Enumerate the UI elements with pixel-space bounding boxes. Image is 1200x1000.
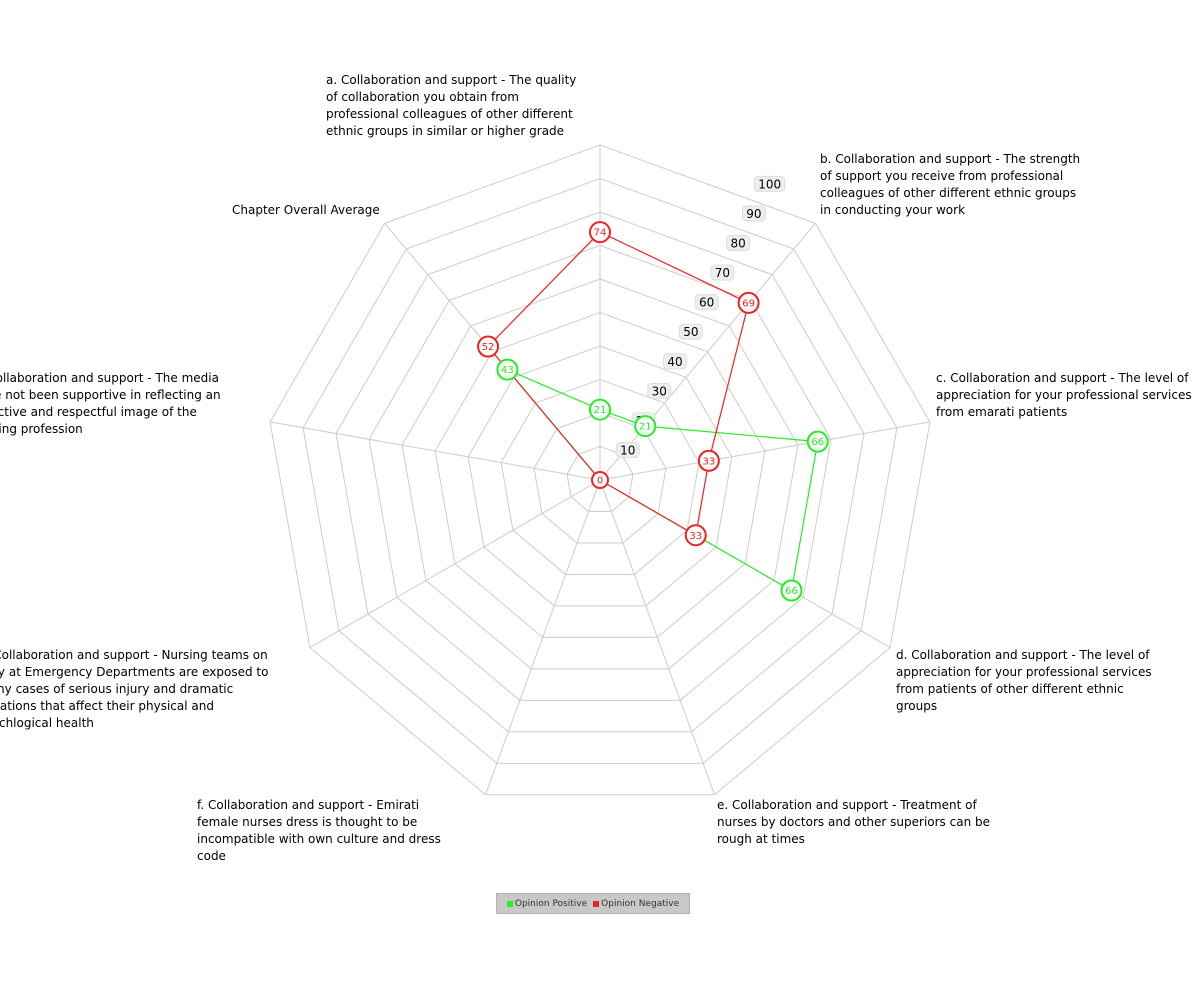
series-lines [487,231,819,592]
data-label-opinion-positive: 66 [785,586,798,597]
tick-label-bg [678,323,703,340]
data-label-center: 0 [597,476,603,487]
legend-item-positive: Opinion Positive [506,898,588,909]
tick-label-bg [663,353,688,370]
data-point-center [591,471,609,489]
axis-label: b. Collaboration and support - The stren… [820,152,1080,217]
tick-label: 50 [683,325,698,339]
grid-spoke [309,479,601,648]
axis-label: h. Collaboration and support - The media… [0,371,221,436]
legend-swatch-positive [506,900,513,907]
tick-label: 60 [699,296,714,310]
axis-label: g. Collaboration and support - Nursing t… [0,648,268,730]
series-segment-opinion-positive [790,441,819,591]
tick-label-bg [694,294,719,311]
data-point-opinion-positive [806,430,829,453]
series-segment-opinion-negative [599,479,697,536]
data-label-opinion-positive: 43 [501,365,514,376]
tick-label-bg [647,382,672,399]
data-label-opinion-positive: 66 [811,437,824,448]
legend-label-positive: Opinion Positive [514,898,588,909]
tick-label: 40 [667,355,682,369]
grid-spoke [599,421,930,481]
grid-ring [434,311,766,638]
tick-label-group: 102030405060708090100 [615,175,786,458]
data-point-opinion-positive [780,579,803,602]
legend: Opinion Positive Opinion Negative [496,893,690,914]
series-points: 21 21 66 66 43 74 69 33 33 52 0 [477,221,829,602]
grid-ring [566,445,634,512]
axis-label: f. Collaboration and support - Emirati fe… [197,798,441,863]
tick-label: 90 [746,207,761,221]
series-segment-opinion-positive [645,425,818,443]
axis-label: Chapter Overall Average [232,203,380,217]
series-segment-opinion-negative [599,231,749,304]
tick-label-bg [741,205,766,222]
legend-label-negative: Opinion Negative [601,898,680,909]
data-point-opinion-negative [589,221,611,244]
data-label-opinion-positive: 21 [639,422,652,433]
data-point-opinion-positive [634,415,657,438]
grid-ring [335,211,865,733]
grid-ring [467,345,733,607]
axis-label: a. Collaboration and support - The quali… [326,73,576,138]
axis-label: e. Collaboration and support - Treatment… [717,798,990,846]
grid-ring [500,378,700,575]
tick-label: 100 [758,177,781,191]
data-label-opinion-negative: 69 [742,298,755,309]
data-point-opinion-negative [697,449,720,472]
legend-swatch-negative [593,900,600,907]
grid-ring [401,278,799,670]
grid-ring [269,144,931,796]
axis-label: d. Collaboration and support - The level… [896,648,1152,713]
grid-spoke [599,479,716,795]
data-point-opinion-positive [496,358,519,381]
tick-label: 10 [620,443,635,457]
data-point-opinion-positive [589,398,611,421]
tick-label: 80 [730,237,745,251]
grid-ring [302,177,898,764]
grid-spoke [599,223,816,481]
data-point-opinion-negative [737,291,760,314]
data-point-opinion-negative [477,335,500,358]
series-segment-opinion-negative [695,460,710,536]
tick-label: 30 [652,384,667,398]
series-segment-opinion-negative [708,302,750,461]
legend-item-negative: Opinion Negative [593,899,679,909]
data-label-opinion-positive: 21 [594,405,607,416]
tick-label-bg [753,175,786,192]
data-label-opinion-negative: 33 [703,456,716,467]
data-label-opinion-negative: 52 [482,342,495,353]
tick-label: 70 [715,266,730,280]
grid-spoke [270,421,601,481]
tick-label-bg [615,441,640,458]
series-segment-opinion-negative [487,231,601,347]
tick-label-bg [726,235,751,252]
data-point-opinion-negative [684,524,707,547]
grid-ring [368,244,832,701]
axis-label-group: a. Collaboration and support - The quali… [0,73,1192,863]
data-label-opinion-negative: 74 [594,228,607,239]
axis-label: c. Collaboration and support - The level… [936,371,1192,419]
data-label-opinion-negative: 33 [689,531,702,542]
tick-label-bg [710,264,735,281]
grid-ring [533,412,667,544]
grid-spoke [484,479,601,795]
series-segment-opinion-positive [507,369,601,411]
